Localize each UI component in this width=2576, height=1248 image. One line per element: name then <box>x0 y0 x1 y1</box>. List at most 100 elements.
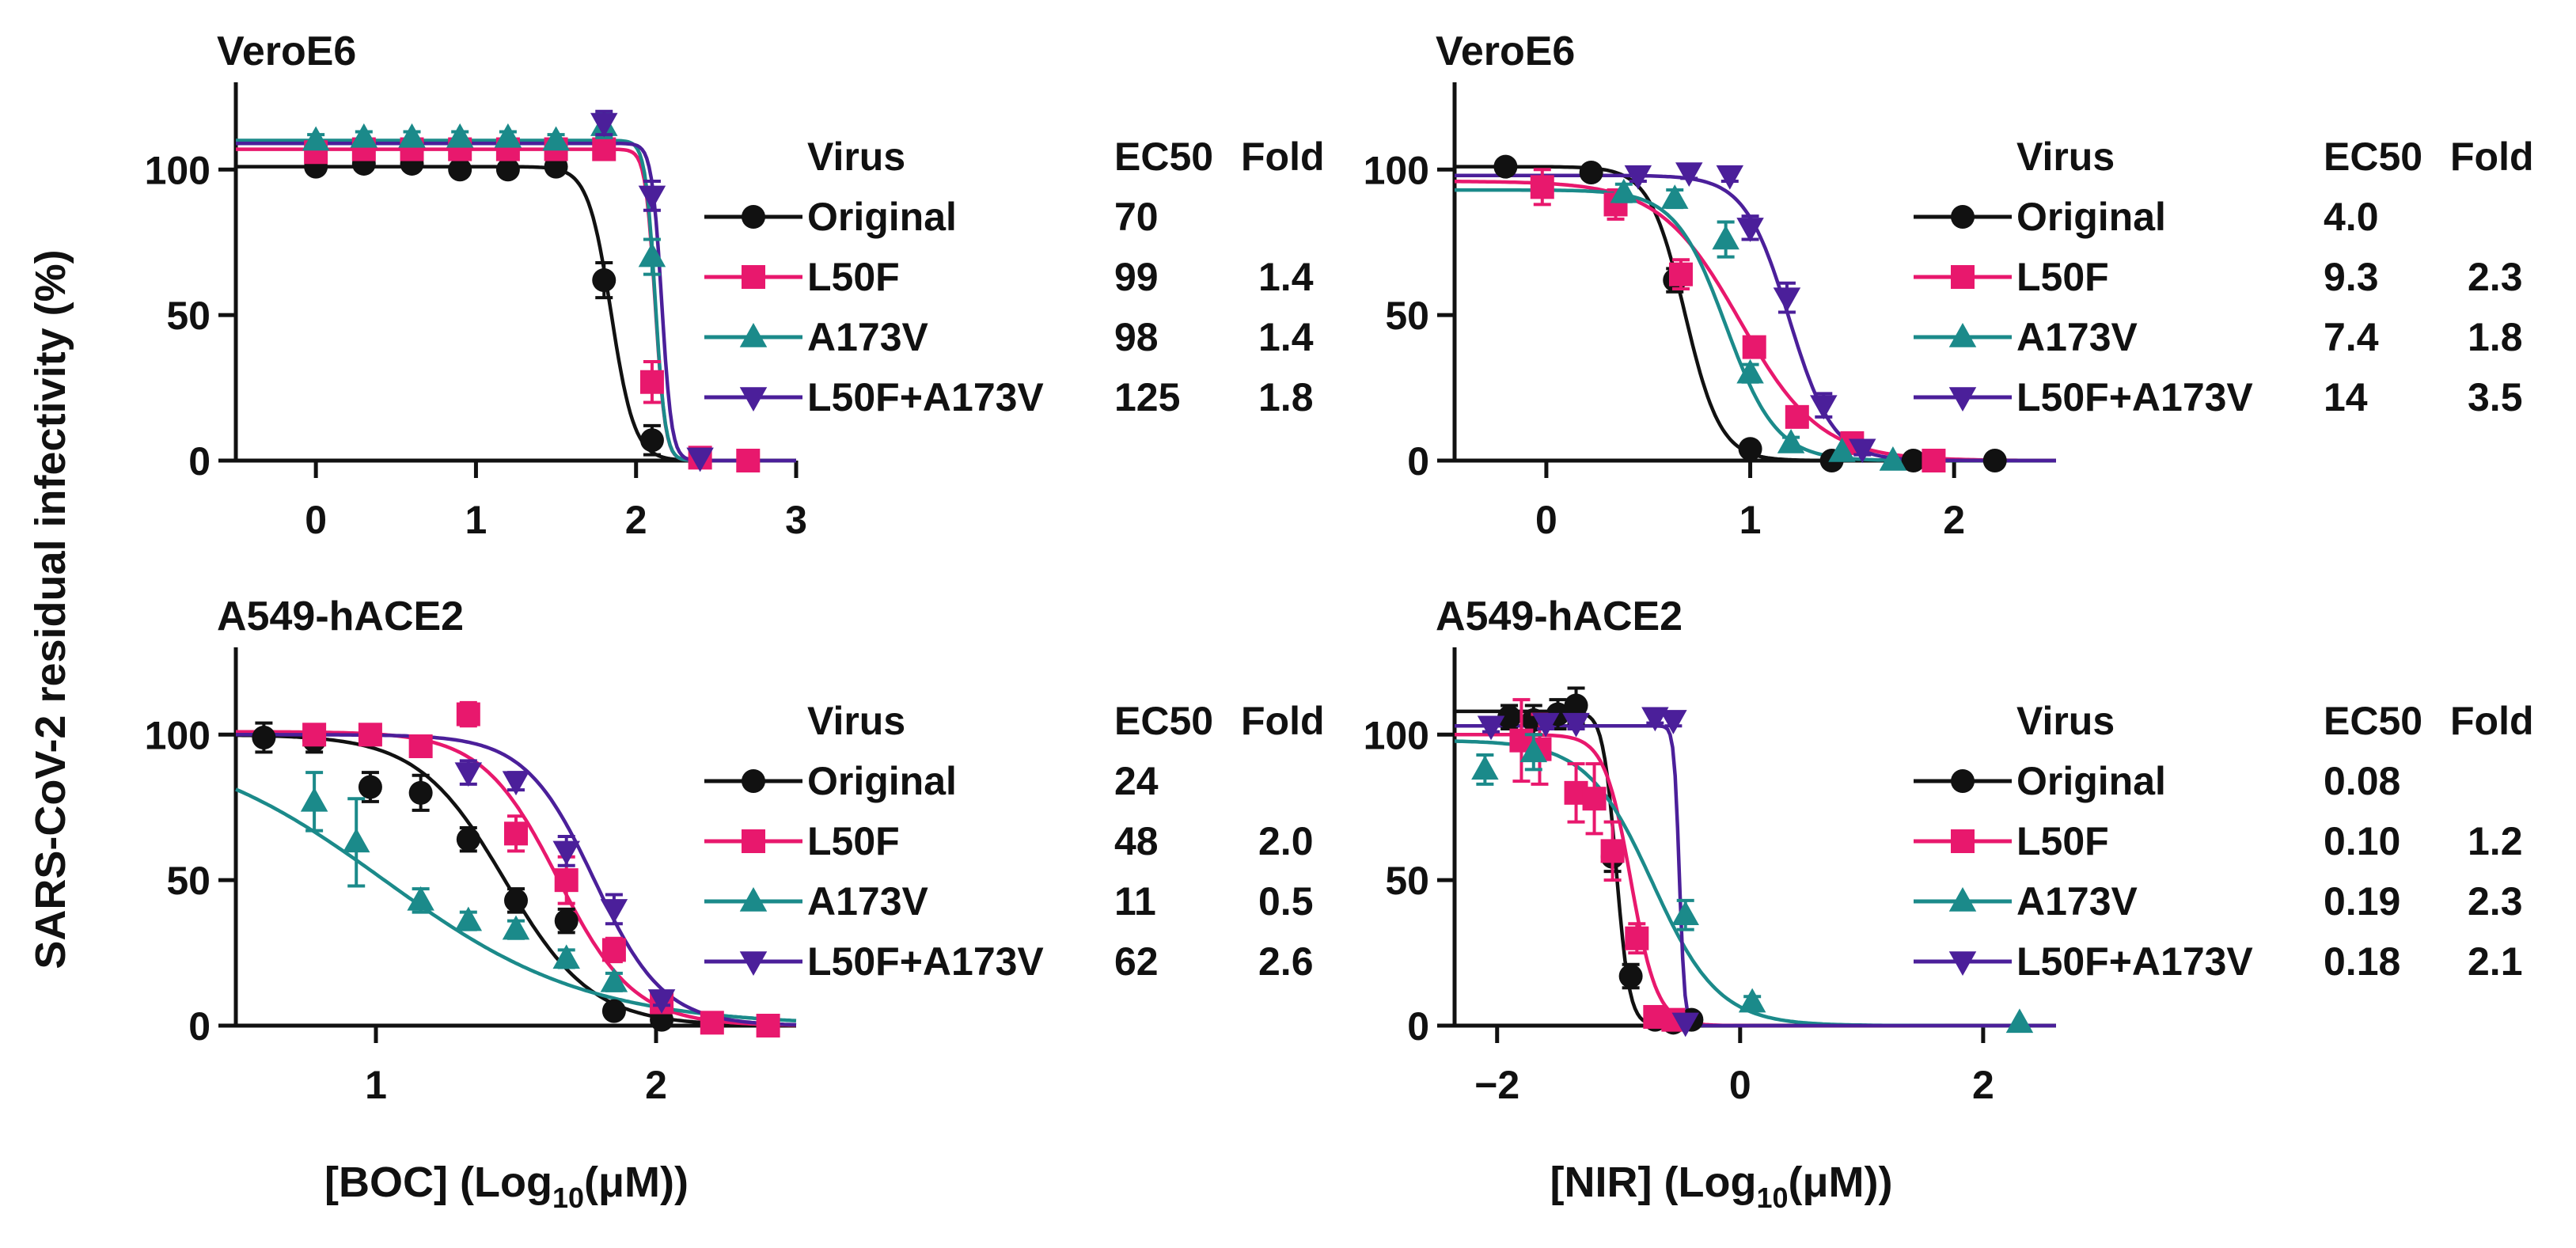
data-point-original <box>601 999 626 1023</box>
data-point-a173v <box>342 828 370 853</box>
y-tick-label: 50 <box>166 859 211 903</box>
data-point-l50f <box>1668 262 1693 286</box>
legend-fold-a173v: 1.8 <box>2468 315 2523 359</box>
data-point-l50f-a173v <box>1531 712 1560 738</box>
legend-ec50-l50f: 0.10 <box>2324 819 2400 863</box>
y-tick-label: 50 <box>1385 294 1429 338</box>
legend-header-ec50: EC50 <box>2324 699 2422 743</box>
data-point-l50f-a173v <box>502 771 530 796</box>
legend-fold-l50f: 1.4 <box>1258 255 1314 299</box>
legend-fold-l50f-a173v: 2.1 <box>2468 939 2523 984</box>
data-point-original <box>1901 449 1925 472</box>
x-tick-label: 0 <box>1535 498 1557 542</box>
x-tick-label: 2 <box>1972 1063 1994 1107</box>
data-point-original <box>1618 964 1643 988</box>
x-tick-label: 2 <box>625 498 647 542</box>
legend-virus-original: Original <box>807 759 957 803</box>
legend-ec50-l50f: 48 <box>1114 819 1159 863</box>
panel-title: VeroE6 <box>1436 28 1575 74</box>
data-point-l50f-a173v <box>686 447 714 472</box>
data-point-original <box>408 780 433 805</box>
legend-fold-l50f-a173v: 1.8 <box>1258 375 1314 419</box>
data-point-l50f-a173v <box>1736 218 1764 242</box>
legend-fold-a173v: 1.4 <box>1258 315 1314 359</box>
data-point-a173v <box>638 242 666 267</box>
x-tick-label: 2 <box>1943 498 1965 542</box>
legend-virus-a173v: A173V <box>2016 879 2138 924</box>
panel-title: A549-hACE2 <box>1436 594 1683 639</box>
data-point-l50f <box>1600 839 1625 863</box>
legend-marker-l50f <box>742 265 765 289</box>
legend-marker-a173v <box>1948 887 1977 912</box>
y-tick-label: 50 <box>1385 859 1429 903</box>
x-tick-label: 2 <box>645 1063 667 1107</box>
data-point-a173v <box>2005 1008 2034 1034</box>
panel-boc-vero: VeroE6 0 50 100 0 1 2 3 Virus EC50 Fold Original 70 L… <box>145 28 1325 542</box>
data-point-a173v <box>1660 184 1689 209</box>
data-point-l50f <box>302 723 327 747</box>
data-point-l50f <box>554 868 579 893</box>
data-point-a173v <box>1879 446 1907 471</box>
data-point-l50f <box>1625 926 1649 950</box>
data-point-l50f-a173v <box>1675 162 1703 187</box>
legend-virus-a173v: A173V <box>807 315 929 359</box>
legend-marker-a173v <box>739 887 768 912</box>
data-point-l50f <box>1742 335 1766 359</box>
data-point-a173v <box>1712 225 1739 250</box>
legend-header-ec50: EC50 <box>1114 699 1213 743</box>
data-point-original <box>1493 154 1518 179</box>
y-tick-label: 100 <box>1364 148 1429 192</box>
legend-marker-l50f <box>1951 829 1975 853</box>
legend-ec50-a173v: 7.4 <box>2324 315 2379 359</box>
data-point-l50f <box>1582 787 1607 811</box>
data-point-l50f <box>639 370 664 394</box>
data-point-l50f <box>408 734 433 759</box>
x-axis-title-boc-suffix: (μM)) <box>584 1159 689 1206</box>
legend-header-virus: Virus <box>807 135 905 179</box>
data-point-original <box>1982 449 2007 472</box>
data-point-a173v <box>350 123 378 148</box>
data-point-a173v <box>1738 988 1766 1013</box>
data-point-l50f-a173v <box>1562 712 1590 738</box>
legend-virus-l50f-a173v: L50F+A173V <box>807 375 1044 419</box>
legend-ec50-l50f: 9.3 <box>2324 255 2379 299</box>
data-point-a173v <box>1519 738 1548 763</box>
fit-curve-a173v <box>236 138 796 463</box>
data-point-l50f <box>504 821 528 846</box>
data-point-l50f-a173v <box>454 762 483 787</box>
data-point-a173v <box>302 126 330 151</box>
y-tick-label: 0 <box>1407 439 1429 484</box>
legend-fold-l50f: 2.3 <box>2468 255 2523 299</box>
legend-ec50-original: 24 <box>1114 759 1159 803</box>
data-point-l50f-a173v <box>552 840 580 866</box>
data-point-original <box>592 268 616 293</box>
data-point-a173v <box>1671 901 1699 926</box>
data-point-l50f-a173v <box>1849 438 1876 464</box>
x-tick-label: 3 <box>785 498 807 542</box>
data-point-a173v <box>454 906 483 931</box>
data-point-a173v <box>1828 437 1856 462</box>
legend-fold-l50f: 2.0 <box>1258 819 1314 863</box>
legend-ec50-l50f: 99 <box>1114 255 1159 299</box>
data-point-l50f-a173v <box>1810 395 1838 420</box>
data-point-a173v <box>600 967 628 992</box>
legend-ec50-l50f-a173v: 14 <box>2324 375 2368 419</box>
data-point-l50f-a173v <box>1773 287 1801 313</box>
data-point-l50f <box>601 938 626 962</box>
legend-virus-l50f: L50F <box>2016 819 2109 863</box>
data-point-l50f-a173v <box>1716 165 1744 190</box>
data-point-l50f-a173v <box>647 989 676 1014</box>
legend-marker-original <box>742 769 765 793</box>
y-tick-label: 100 <box>145 148 211 192</box>
data-point-a173v <box>398 123 426 148</box>
legend-ec50-a173v: 0.19 <box>2324 879 2400 924</box>
legend-ec50-a173v: 11 <box>1114 879 1156 924</box>
data-point-original <box>358 775 382 799</box>
legend-header-fold: Fold <box>2450 135 2534 179</box>
legend-ec50-original: 4.0 <box>2324 195 2379 239</box>
y-tick-label: 0 <box>188 439 211 484</box>
y-axis-title: SARS-CoV-2 residual infectivity (%) <box>27 249 74 969</box>
legend-header-virus: Virus <box>807 699 905 743</box>
x-tick-label: 0 <box>1729 1063 1751 1107</box>
